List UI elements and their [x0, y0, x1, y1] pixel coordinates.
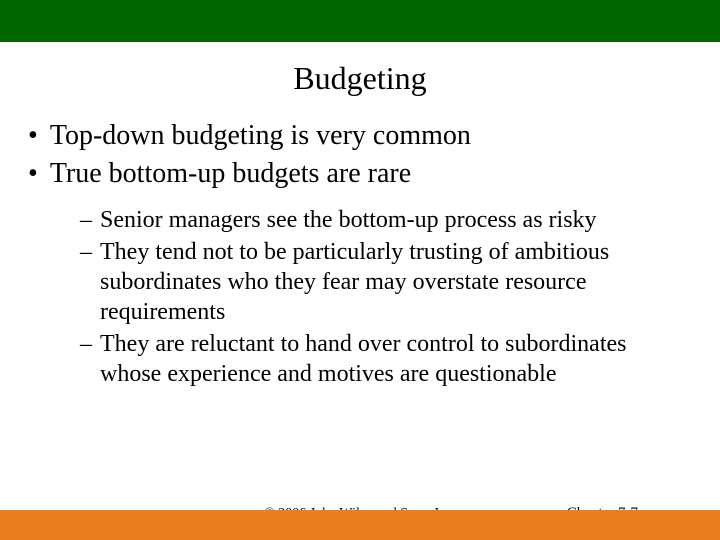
bullet-marker-icon: • [28, 119, 38, 153]
sub-bullet-list: – Senior managers see the bottom-up proc… [28, 205, 692, 389]
content-area: • Top-down budgeting is very common • Tr… [0, 119, 720, 389]
bullet-text: Top-down budgeting is very common [50, 119, 471, 153]
sub-bullet-text: They tend not to be particularly trustin… [100, 237, 692, 327]
slide-title: Budgeting [0, 60, 720, 97]
dash-marker-icon: – [80, 329, 92, 359]
sub-bullet-text: Senior managers see the bottom-up proces… [100, 205, 597, 235]
dash-marker-icon: – [80, 237, 92, 267]
bullet-text: True bottom-up budgets are rare [50, 157, 411, 191]
sub-bullet-item: – Senior managers see the bottom-up proc… [80, 205, 692, 235]
sub-bullet-item: – They are reluctant to hand over contro… [80, 329, 692, 389]
bullet-marker-icon: • [28, 157, 38, 191]
sub-bullet-text: They are reluctant to hand over control … [100, 329, 692, 389]
header-bar [0, 0, 720, 42]
bullet-item: • Top-down budgeting is very common [28, 119, 692, 153]
bullet-item: • True bottom-up budgets are rare [28, 157, 692, 191]
footer-bar [0, 510, 720, 540]
dash-marker-icon: – [80, 205, 92, 235]
sub-bullet-item: – They tend not to be particularly trust… [80, 237, 692, 327]
